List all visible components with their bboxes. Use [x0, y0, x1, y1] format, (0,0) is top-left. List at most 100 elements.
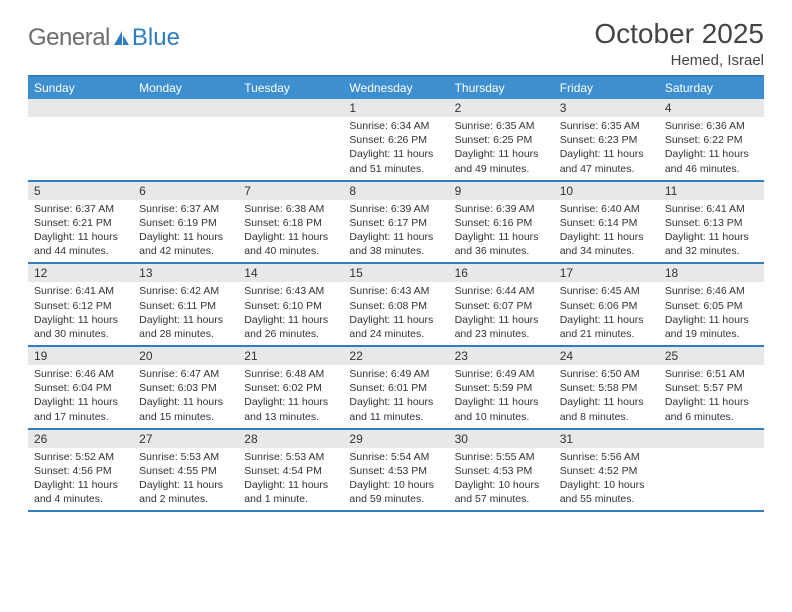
sunset-line: Sunset: 6:16 PM [455, 216, 548, 230]
sunrise-line: Sunrise: 6:49 AM [455, 367, 548, 381]
sunrise-line: Sunrise: 6:35 AM [455, 119, 548, 133]
sunrise-line: Sunrise: 6:44 AM [455, 284, 548, 298]
day-cell: 26Sunrise: 5:52 AMSunset: 4:56 PMDayligh… [28, 430, 133, 511]
logo-text-blue: Blue [112, 24, 180, 52]
day-number: 21 [238, 347, 343, 365]
day-cell: 17Sunrise: 6:45 AMSunset: 6:06 PMDayligh… [554, 264, 659, 345]
day-details: Sunrise: 5:56 AMSunset: 4:52 PMDaylight:… [554, 448, 659, 509]
day-number [28, 99, 133, 117]
sunset-line: Sunset: 6:25 PM [455, 133, 548, 147]
day-cell: 1Sunrise: 6:34 AMSunset: 6:26 PMDaylight… [343, 99, 448, 180]
day-details: Sunrise: 6:47 AMSunset: 6:03 PMDaylight:… [133, 365, 238, 426]
sunrise-line: Sunrise: 5:52 AM [34, 450, 127, 464]
daylight-line: Daylight: 11 hours and 51 minutes. [349, 147, 442, 175]
day-number: 27 [133, 430, 238, 448]
daylight-line: Daylight: 10 hours and 59 minutes. [349, 478, 442, 506]
day-number: 13 [133, 264, 238, 282]
day-cell: 30Sunrise: 5:55 AMSunset: 4:53 PMDayligh… [449, 430, 554, 511]
daylight-line: Daylight: 11 hours and 23 minutes. [455, 313, 548, 341]
sunset-line: Sunset: 6:21 PM [34, 216, 127, 230]
day-details: Sunrise: 6:41 AMSunset: 6:12 PMDaylight:… [28, 282, 133, 343]
day-number: 29 [343, 430, 448, 448]
sunset-line: Sunset: 6:07 PM [455, 299, 548, 313]
day-cell: 8Sunrise: 6:39 AMSunset: 6:17 PMDaylight… [343, 182, 448, 263]
sunset-line: Sunset: 6:04 PM [34, 381, 127, 395]
sunset-line: Sunset: 6:14 PM [560, 216, 653, 230]
sunset-line: Sunset: 4:53 PM [455, 464, 548, 478]
day-details: Sunrise: 5:53 AMSunset: 4:54 PMDaylight:… [238, 448, 343, 509]
sunrise-line: Sunrise: 6:40 AM [560, 202, 653, 216]
day-cell: 25Sunrise: 6:51 AMSunset: 5:57 PMDayligh… [659, 347, 764, 428]
day-details: Sunrise: 6:35 AMSunset: 6:25 PMDaylight:… [449, 117, 554, 178]
daylight-line: Daylight: 11 hours and 21 minutes. [560, 313, 653, 341]
day-details: Sunrise: 6:46 AMSunset: 6:05 PMDaylight:… [659, 282, 764, 343]
day-details: Sunrise: 6:43 AMSunset: 6:08 PMDaylight:… [343, 282, 448, 343]
day-details: Sunrise: 6:35 AMSunset: 6:23 PMDaylight:… [554, 117, 659, 178]
day-number: 14 [238, 264, 343, 282]
daylight-line: Daylight: 10 hours and 57 minutes. [455, 478, 548, 506]
day-cell: 20Sunrise: 6:47 AMSunset: 6:03 PMDayligh… [133, 347, 238, 428]
day-cell: 19Sunrise: 6:46 AMSunset: 6:04 PMDayligh… [28, 347, 133, 428]
calendar-grid: SundayMondayTuesdayWednesdayThursdayFrid… [28, 75, 764, 512]
day-cell: 23Sunrise: 6:49 AMSunset: 5:59 PMDayligh… [449, 347, 554, 428]
sunrise-line: Sunrise: 6:43 AM [244, 284, 337, 298]
daylight-line: Daylight: 11 hours and 44 minutes. [34, 230, 127, 258]
day-number: 28 [238, 430, 343, 448]
day-number: 22 [343, 347, 448, 365]
day-details: Sunrise: 6:48 AMSunset: 6:02 PMDaylight:… [238, 365, 343, 426]
sunrise-line: Sunrise: 6:38 AM [244, 202, 337, 216]
day-number [238, 99, 343, 117]
day-details: Sunrise: 5:53 AMSunset: 4:55 PMDaylight:… [133, 448, 238, 509]
day-details: Sunrise: 6:41 AMSunset: 6:13 PMDaylight:… [659, 200, 764, 261]
sunrise-line: Sunrise: 6:35 AM [560, 119, 653, 133]
sunset-line: Sunset: 6:06 PM [560, 299, 653, 313]
sunset-line: Sunset: 6:01 PM [349, 381, 442, 395]
weekday-header: Sunday [28, 77, 133, 99]
day-number: 11 [659, 182, 764, 200]
day-cell: 22Sunrise: 6:49 AMSunset: 6:01 PMDayligh… [343, 347, 448, 428]
day-details: Sunrise: 6:37 AMSunset: 6:21 PMDaylight:… [28, 200, 133, 261]
daylight-line: Daylight: 11 hours and 38 minutes. [349, 230, 442, 258]
day-cell: 2Sunrise: 6:35 AMSunset: 6:25 PMDaylight… [449, 99, 554, 180]
weekday-header: Friday [554, 77, 659, 99]
sunrise-line: Sunrise: 6:46 AM [665, 284, 758, 298]
day-details: Sunrise: 6:40 AMSunset: 6:14 PMDaylight:… [554, 200, 659, 261]
day-number: 8 [343, 182, 448, 200]
day-number: 30 [449, 430, 554, 448]
day-number: 17 [554, 264, 659, 282]
day-number: 2 [449, 99, 554, 117]
location-subtitle: Hemed, Israel [594, 52, 764, 69]
day-number: 7 [238, 182, 343, 200]
sunrise-line: Sunrise: 5:54 AM [349, 450, 442, 464]
sail-icon [112, 29, 130, 47]
day-number: 3 [554, 99, 659, 117]
day-cell [238, 99, 343, 180]
day-number: 20 [133, 347, 238, 365]
weekday-header: Tuesday [238, 77, 343, 99]
sunset-line: Sunset: 4:56 PM [34, 464, 127, 478]
sunset-line: Sunset: 5:58 PM [560, 381, 653, 395]
day-number: 24 [554, 347, 659, 365]
week-row: 26 Sunrise: 5:52 AMSunset: 4:56 PM Dayligh… [28, 430, 764, 513]
weekday-header: Wednesday [343, 77, 448, 99]
logo: General Blue [28, 24, 180, 52]
daylight-line: Daylight: 11 hours and 6 minutes. [665, 395, 758, 423]
calendar-page: General Blue October 2025 Hemed, Israel … [0, 0, 792, 532]
day-cell: 12Sunrise: 6:41 AMSunset: 6:12 PMDayligh… [28, 264, 133, 345]
day-details: Sunrise: 6:49 AMSunset: 6:01 PMDaylight:… [343, 365, 448, 426]
sunrise-line: Sunrise: 6:34 AM [349, 119, 442, 133]
title-block: October 2025 Hemed, Israel [594, 18, 764, 69]
week-row: 1Sunrise: 6:34 AMSunset: 6:26 PMDaylight… [28, 99, 764, 182]
sunset-line: Sunset: 5:59 PM [455, 381, 548, 395]
day-cell: 4Sunrise: 6:36 AMSunset: 6:22 PMDaylight… [659, 99, 764, 180]
daylight-line: Daylight: 11 hours and 13 minutes. [244, 395, 337, 423]
daylight-line: Daylight: 11 hours and 19 minutes. [665, 313, 758, 341]
day-cell: 31Sunrise: 5:56 AMSunset: 4:52 PMDayligh… [554, 430, 659, 511]
daylight-line: Daylight: 11 hours and 42 minutes. [139, 230, 232, 258]
sunrise-line: Sunrise: 6:42 AM [139, 284, 232, 298]
day-cell: 21Sunrise: 6:48 AMSunset: 6:02 PMDayligh… [238, 347, 343, 428]
sunset-line: Sunset: 6:17 PM [349, 216, 442, 230]
header: General Blue October 2025 Hemed, Israel [28, 18, 764, 69]
day-number: 26 [28, 430, 133, 448]
sunrise-line: Sunrise: 6:41 AM [34, 284, 127, 298]
